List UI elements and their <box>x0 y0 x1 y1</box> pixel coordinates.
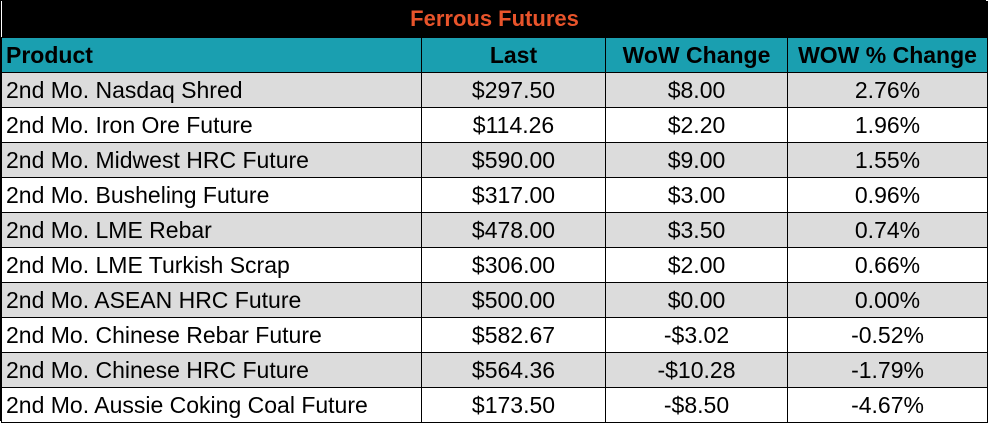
cell-wow-pct-change: 1.96% <box>786 107 988 143</box>
cell-wow-change: -$8.50 <box>605 387 788 423</box>
cell-last: $173.50 <box>421 387 606 423</box>
title-row: Ferrous Futures <box>1 1 988 38</box>
cell-product: 2nd Mo. Nasdaq Shred <box>1 72 422 108</box>
cell-product: 2nd Mo. Aussie Coking Coal Future <box>1 387 422 423</box>
header-wow-pct-change: WOW % Change <box>786 37 988 73</box>
cell-product: 2nd Mo. Chinese Rebar Future <box>1 317 422 353</box>
cell-wow-pct-change: -0.52% <box>786 317 988 353</box>
cell-wow-change: $9.00 <box>605 142 788 178</box>
cell-last: $590.00 <box>421 142 606 178</box>
cell-last: $564.36 <box>421 352 606 388</box>
cell-wow-change: $3.50 <box>605 212 788 248</box>
cell-last: $306.00 <box>421 247 606 283</box>
table-row: 2nd Mo. Busheling Future $317.00 $3.00 0… <box>1 177 988 213</box>
table-row: 2nd Mo. LME Rebar $478.00 $3.50 0.74% <box>1 212 988 248</box>
cell-wow-pct-change: 0.96% <box>786 177 988 213</box>
cell-last: $500.00 <box>421 282 606 318</box>
cell-last: $297.50 <box>421 72 606 108</box>
table-row: 2nd Mo. Chinese Rebar Future $582.67 -$3… <box>1 317 988 353</box>
cell-product: 2nd Mo. Chinese HRC Future <box>1 352 422 388</box>
cell-wow-pct-change: -4.67% <box>786 387 988 423</box>
table-row: 2nd Mo. Chinese HRC Future $564.36 -$10.… <box>1 352 988 388</box>
cell-product: 2nd Mo. LME Rebar <box>1 212 422 248</box>
cell-product: 2nd Mo. Busheling Future <box>1 177 422 213</box>
cell-product: 2nd Mo. Midwest HRC Future <box>1 142 422 178</box>
cell-product: 2nd Mo. ASEAN HRC Future <box>1 282 422 318</box>
table-row: 2nd Mo. Aussie Coking Coal Future $173.5… <box>1 387 988 423</box>
table-row: 2nd Mo. ASEAN HRC Future $500.00 $0.00 0… <box>1 282 988 318</box>
header-wow-change: WoW Change <box>605 37 788 73</box>
table-row: 2nd Mo. Nasdaq Shred $297.50 $8.00 2.76% <box>1 72 988 108</box>
cell-wow-pct-change: -1.79% <box>786 352 988 388</box>
header-last: Last <box>421 37 606 73</box>
cell-product: 2nd Mo. LME Turkish Scrap <box>1 247 422 283</box>
cell-last: $317.00 <box>421 177 606 213</box>
cell-wow-pct-change: 2.76% <box>786 72 988 108</box>
cell-wow-pct-change: 0.00% <box>786 282 988 318</box>
cell-wow-change: $2.00 <box>605 247 788 283</box>
table-row: 2nd Mo. Midwest HRC Future $590.00 $9.00… <box>1 142 988 178</box>
header-row: Product Last WoW Change WOW % Change <box>1 37 988 73</box>
table-row: 2nd Mo. Iron Ore Future $114.26 $2.20 1.… <box>1 107 988 143</box>
cell-wow-change: $3.00 <box>605 177 788 213</box>
table-row: 2nd Mo. LME Turkish Scrap $306.00 $2.00 … <box>1 247 988 283</box>
cell-wow-change: -$10.28 <box>605 352 788 388</box>
cell-wow-change: $8.00 <box>605 72 788 108</box>
header-product: Product <box>1 37 422 73</box>
cell-wow-change: $0.00 <box>605 282 788 318</box>
cell-wow-pct-change: 0.74% <box>786 212 988 248</box>
cell-product: 2nd Mo. Iron Ore Future <box>1 107 422 143</box>
cell-wow-pct-change: 1.55% <box>786 142 988 178</box>
cell-wow-pct-change: 0.66% <box>786 247 988 283</box>
cell-wow-change: -$3.02 <box>605 317 788 353</box>
cell-last: $478.00 <box>421 212 606 248</box>
cell-wow-change: $2.20 <box>605 107 788 143</box>
cell-last: $582.67 <box>421 317 606 353</box>
cell-last: $114.26 <box>421 107 606 143</box>
table-title: Ferrous Futures <box>1 1 988 38</box>
